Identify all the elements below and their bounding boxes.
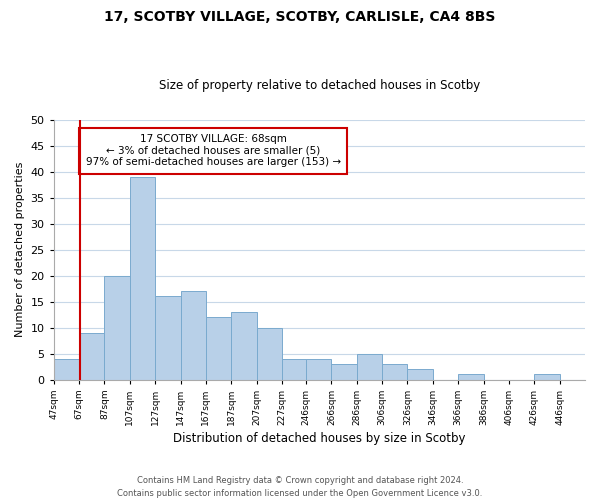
Bar [458,374,484,380]
Bar [306,359,331,380]
Bar [331,364,357,380]
Bar [54,359,79,380]
Text: Contains HM Land Registry data © Crown copyright and database right 2024.
Contai: Contains HM Land Registry data © Crown c… [118,476,482,498]
Bar [130,177,155,380]
Bar [407,369,433,380]
Y-axis label: Number of detached properties: Number of detached properties [15,162,25,338]
Bar [181,291,206,380]
Title: Size of property relative to detached houses in Scotby: Size of property relative to detached ho… [159,79,480,92]
Bar [534,374,560,380]
Text: 17 SCOTBY VILLAGE: 68sqm
← 3% of detached houses are smaller (5)
97% of semi-det: 17 SCOTBY VILLAGE: 68sqm ← 3% of detache… [86,134,341,168]
Bar [155,296,181,380]
Bar [257,328,282,380]
Bar [357,354,382,380]
Bar [79,333,104,380]
X-axis label: Distribution of detached houses by size in Scotby: Distribution of detached houses by size … [173,432,466,445]
Bar [282,359,306,380]
Bar [382,364,407,380]
Bar [231,312,257,380]
Bar [206,317,231,380]
Bar [104,276,130,380]
Text: 17, SCOTBY VILLAGE, SCOTBY, CARLISLE, CA4 8BS: 17, SCOTBY VILLAGE, SCOTBY, CARLISLE, CA… [104,10,496,24]
